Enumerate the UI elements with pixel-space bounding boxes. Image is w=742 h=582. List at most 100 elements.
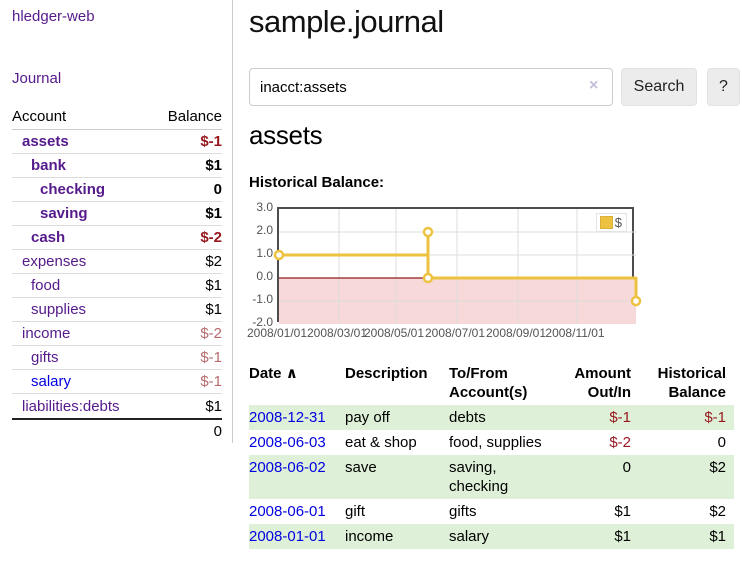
- account-row-food: food $1: [12, 274, 222, 298]
- account-balance: $-2: [200, 229, 222, 246]
- search-button[interactable]: Search: [621, 68, 697, 106]
- x-tick-label: 2008/07/01: [424, 326, 486, 340]
- account-link[interactable]: salary: [31, 373, 72, 390]
- transaction-amount: 0: [622, 459, 631, 476]
- accounts-total-row: 0: [12, 418, 222, 442]
- account-row-cash: cash $-2: [12, 226, 222, 250]
- account-link[interactable]: saving: [40, 205, 88, 222]
- transaction-date-link[interactable]: 2008-06-02: [249, 459, 326, 476]
- account-link[interactable]: bank: [31, 157, 67, 174]
- account-row-income: income $-2: [12, 322, 222, 346]
- main-panel: sample.journal × Search ? assets Histori…: [246, 0, 742, 582]
- transaction-date-link[interactable]: 2008-06-03: [249, 434, 326, 451]
- chart-canvas: [273, 209, 642, 324]
- x-tick-label: 2008/05/01: [363, 326, 425, 340]
- transaction-amount: $1: [614, 528, 631, 545]
- x-tick-label: 2008/03/01: [306, 326, 368, 340]
- transaction-description: eat & shop: [345, 434, 417, 451]
- date-header-label: Date: [249, 365, 282, 382]
- register-header-row: Date ∧ Description To/From Account(s) Am…: [249, 361, 734, 405]
- transaction-accounts: gifts: [449, 503, 477, 520]
- account-column-header: Account: [12, 107, 67, 125]
- page-title: sample.journal: [249, 4, 444, 39]
- transaction-accounts: salary: [449, 528, 490, 545]
- account-row-checking: checking 0: [12, 178, 222, 202]
- account-row-supplies: supplies $1: [12, 298, 222, 322]
- transaction-description: income: [345, 528, 394, 545]
- account-row-bank: bank $1: [12, 154, 222, 178]
- transaction-amount: $-1: [609, 409, 631, 426]
- balance-column-header: Balance: [167, 107, 222, 125]
- transaction-balance: $1: [709, 528, 726, 545]
- account-link[interactable]: assets: [22, 133, 69, 150]
- balance-column-header: Historical Balance: [657, 365, 726, 401]
- chart-legend: $: [595, 213, 627, 232]
- account-link[interactable]: food: [31, 277, 61, 294]
- account-link[interactable]: expenses: [22, 253, 87, 270]
- account-row-gifts: gifts $-1: [12, 346, 222, 370]
- account-link[interactable]: cash: [31, 229, 66, 246]
- register-row: 2008-12-31 pay off debts $-1 $-1: [249, 405, 734, 430]
- transaction-amount: $1: [614, 503, 631, 520]
- y-tick-label: 0.0: [256, 269, 273, 283]
- account-link[interactable]: income: [22, 325, 71, 342]
- x-tick-label: 2008/01/01: [246, 326, 308, 340]
- account-balance: $1: [205, 157, 222, 174]
- y-tick-label: 3.0: [256, 200, 273, 214]
- account-row-salary: salary $-1: [12, 370, 222, 394]
- sidebar: hledger-web Journal Account Balance asse…: [0, 0, 233, 443]
- legend-swatch-icon: [599, 216, 613, 229]
- legend-label: $: [614, 215, 622, 230]
- y-tick-label: 1.0: [256, 246, 273, 260]
- account-row-assets: assets $-1: [12, 130, 222, 154]
- account-link[interactable]: liabilities:debts: [22, 397, 120, 415]
- account-row-expenses: expenses $2: [12, 250, 222, 274]
- account-balance: $1: [205, 277, 222, 294]
- y-tick-label: -2.0: [252, 315, 273, 329]
- account-link[interactable]: supplies: [31, 301, 87, 318]
- search-input[interactable]: [249, 68, 613, 106]
- transaction-description: gift: [345, 503, 366, 520]
- account-heading: assets: [249, 120, 323, 150]
- balance-line-series: [279, 230, 638, 301]
- chart-title: Historical Balance:: [249, 174, 385, 191]
- x-tick-label: 2008/09/01: [485, 326, 547, 340]
- x-tick-label: 2008/11/01: [545, 326, 605, 340]
- sidebar-item-journal[interactable]: Journal: [12, 70, 62, 87]
- account-balance: $-2: [200, 325, 222, 342]
- app-title-link[interactable]: hledger-web: [12, 8, 95, 25]
- help-button[interactable]: ?: [707, 68, 740, 106]
- account-balance: $1: [205, 397, 222, 415]
- amount-column-header: Amount Out/In: [574, 365, 631, 401]
- transaction-date-link[interactable]: 2008-01-01: [249, 528, 326, 545]
- accounts-table-header: Account Balance: [12, 103, 222, 130]
- transaction-description: save: [345, 459, 377, 476]
- description-column-header: Description: [345, 365, 428, 382]
- account-balance: $2: [205, 253, 222, 270]
- account-row-liabilities-debts: liabilities:debts $1: [12, 394, 222, 418]
- balance-chart: $: [273, 207, 642, 324]
- register-row: 2008-01-01 income salary $1 $1: [249, 524, 734, 549]
- date-column-header[interactable]: Date ∧: [249, 361, 345, 405]
- register-table: Date ∧ Description To/From Account(s) Am…: [249, 361, 734, 549]
- account-link[interactable]: checking: [40, 181, 106, 198]
- account-row-saving: saving $1: [12, 202, 222, 226]
- transaction-balance: 0: [717, 434, 726, 451]
- accounts-table: Account Balance assets $-1 bank $1 check…: [12, 103, 222, 442]
- account-link[interactable]: gifts: [31, 349, 59, 366]
- register-row: 2008-06-02 save saving, checking 0 $2: [249, 455, 734, 499]
- account-balance: $-1: [200, 133, 222, 150]
- y-tick-label: 2.0: [256, 223, 273, 237]
- transaction-date-link[interactable]: 2008-12-31: [249, 409, 326, 426]
- gridlines: [279, 209, 636, 324]
- clear-search-icon[interactable]: ×: [589, 77, 599, 94]
- transaction-accounts: debts: [449, 409, 486, 426]
- accounts-column-header: To/From Account(s): [449, 365, 528, 401]
- account-balance: $-1: [200, 373, 222, 390]
- transaction-amount: $-2: [609, 434, 631, 451]
- transaction-accounts: food, supplies: [449, 434, 542, 451]
- register-row: 2008-06-03 eat & shop food, supplies $-2…: [249, 430, 734, 455]
- transaction-description: pay off: [345, 409, 390, 426]
- transaction-date-link[interactable]: 2008-06-01: [249, 503, 326, 520]
- transaction-balance: $-1: [704, 409, 726, 426]
